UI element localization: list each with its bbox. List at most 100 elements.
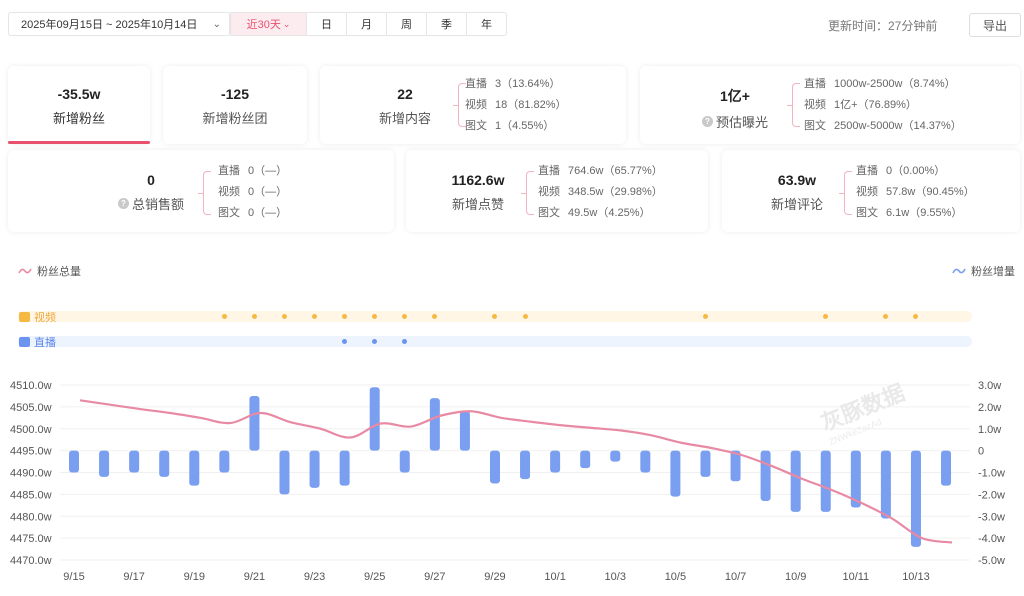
card-value: 1162.6w bbox=[451, 172, 505, 188]
x-tick-label: 9/27 bbox=[424, 571, 445, 583]
breakdown-key: 直播 bbox=[856, 165, 878, 177]
bar-fans-increment bbox=[610, 450, 621, 462]
y-left-tick-label: 4480.0w bbox=[10, 511, 52, 523]
bar-fans-increment bbox=[640, 450, 651, 473]
card-new-fan-group[interactable]: -125 新增粉丝团 bbox=[163, 66, 307, 144]
period-30-days[interactable]: 近30天 ⌄ bbox=[230, 13, 306, 35]
bar-fans-increment bbox=[520, 450, 531, 480]
bar-fans-increment bbox=[850, 450, 861, 508]
legend-fans-total[interactable]: 粉丝总量 bbox=[18, 263, 81, 279]
period-week[interactable]: 周 bbox=[386, 13, 426, 35]
video-dot[interactable] bbox=[522, 314, 528, 319]
breakdown-value: 1亿+（76.89%） bbox=[834, 99, 917, 111]
video-timeline-label: 视频 bbox=[19, 309, 56, 325]
card-estimated-exposure[interactable]: 1亿+ ? 预估曝光 直播 1000w-2500w（8.74%） 视频 1亿+（76.… bbox=[640, 66, 1020, 144]
bar-fans-increment bbox=[489, 450, 500, 484]
video-dot[interactable] bbox=[372, 314, 378, 319]
bar-fans-increment bbox=[69, 450, 79, 473]
x-tick-label: 10/7 bbox=[725, 571, 746, 583]
live-dot[interactable] bbox=[372, 339, 378, 344]
live-dot[interactable] bbox=[402, 339, 408, 344]
x-tick-label: 10/9 bbox=[785, 571, 806, 583]
breakdown-value: 1000w-2500w（8.74%） bbox=[834, 78, 956, 90]
export-button[interactable]: 导出 bbox=[969, 13, 1021, 37]
card-new-comments[interactable]: 63.9w 新增评论 直播 0（0.00%） 视频 57.8w（90.45%） 图文… bbox=[722, 150, 1020, 232]
video-dot[interactable] bbox=[883, 314, 889, 319]
bar-fans-increment bbox=[910, 450, 921, 547]
wave-line-icon bbox=[18, 268, 32, 274]
breakdown-value: 0（0.00%） bbox=[886, 165, 946, 177]
y-right-tick-label: -2.0w bbox=[978, 489, 1005, 501]
video-dot[interactable] bbox=[823, 314, 829, 319]
card-new-likes[interactable]: 1162.6w 新增点赞 直播 764.6w（65.77%） 视频 348.5w（2… bbox=[406, 150, 708, 232]
breakdown-brace bbox=[839, 171, 852, 215]
card-new-content[interactable]: 22 新增内容 直播 3（13.64%） 视频 18（81.82%） 图文 1（4.5… bbox=[320, 66, 626, 144]
bar-fans-increment bbox=[159, 450, 170, 477]
card-value: 1亿+ bbox=[720, 88, 750, 104]
period-day[interactable]: 日 bbox=[306, 13, 346, 35]
breakdown-value: 0（—） bbox=[248, 165, 288, 177]
card-new-fans[interactable]: -35.5w 新增粉丝 bbox=[8, 66, 150, 144]
breakdown-key: 直播 bbox=[804, 78, 826, 90]
question-icon[interactable]: ? bbox=[701, 116, 713, 127]
video-dot[interactable] bbox=[221, 314, 227, 319]
x-tick-label: 10/5 bbox=[665, 571, 686, 583]
video-dot[interactable] bbox=[402, 314, 408, 319]
x-tick-label: 9/25 bbox=[364, 571, 385, 583]
legend-label: 粉丝总量 bbox=[37, 266, 81, 278]
bar-fans-increment bbox=[730, 450, 741, 482]
video-dot[interactable] bbox=[913, 314, 919, 319]
card-value: -125 bbox=[220, 86, 250, 102]
y-left-tick-label: 4470.0w bbox=[10, 555, 52, 567]
video-dot[interactable] bbox=[251, 314, 257, 319]
bar-fans-increment bbox=[249, 395, 260, 451]
bar-fans-increment bbox=[279, 450, 290, 495]
y-left-tick-label: 4500.0w bbox=[10, 424, 52, 436]
y-right-tick-label: 0 bbox=[978, 446, 984, 458]
watermark: 灰豚数据 ZNWkeZazAd bbox=[815, 375, 912, 447]
bar-fans-increment bbox=[369, 387, 380, 451]
card-label: 新增内容 bbox=[378, 111, 431, 126]
video-dot[interactable] bbox=[281, 314, 287, 319]
card-total-sales[interactable]: 0 ? 总销售额 直播 0（—） 视频 0（—） 图文 0（—） bbox=[8, 150, 394, 232]
y-right-tick-label: -5.0w bbox=[978, 555, 1005, 567]
video-dot[interactable] bbox=[432, 314, 438, 319]
bar-fans-increment bbox=[700, 450, 711, 477]
bar-fans-increment bbox=[880, 450, 891, 519]
x-tick-label: 10/11 bbox=[842, 571, 869, 583]
video-dot[interactable] bbox=[312, 314, 318, 319]
date-range-picker[interactable]: 2025年09月15日 ~ 2025年10月14日 ⌄ bbox=[8, 12, 230, 36]
breakdown-list: 直播 764.6w（65.77%） 视频 348.5w（29.98%） 图文 49.5… bbox=[538, 161, 663, 224]
period-month[interactable]: 月 bbox=[346, 13, 386, 35]
bar-fans-increment bbox=[99, 450, 110, 477]
card-label-text: 预估曝光 bbox=[715, 115, 768, 130]
video-dot[interactable] bbox=[342, 314, 348, 319]
video-dot[interactable] bbox=[492, 314, 498, 319]
bar-fans-increment bbox=[429, 398, 440, 451]
card-label: ? 总销售额 bbox=[106, 194, 196, 213]
x-tick-label: 10/13 bbox=[902, 571, 930, 583]
bar-fans-increment bbox=[760, 450, 771, 501]
x-tick-label: 9/29 bbox=[484, 571, 505, 583]
breakdown-brace bbox=[453, 83, 466, 127]
y-left-tick-label: 4485.0w bbox=[10, 489, 52, 501]
breakdown-value: 57.8w（90.45%） bbox=[886, 186, 975, 198]
live-icon bbox=[19, 337, 30, 347]
wave-line-icon bbox=[952, 268, 966, 274]
legend-fans-increment[interactable]: 粉丝增量 bbox=[952, 263, 1015, 279]
breakdown-key: 直播 bbox=[218, 165, 240, 177]
breakdown-key: 视频 bbox=[804, 99, 826, 111]
live-dot[interactable] bbox=[342, 339, 348, 344]
breakdown-brace bbox=[787, 83, 800, 127]
y-left-tick-label: 4495.0w bbox=[10, 446, 52, 458]
card-label: 新增粉丝团 bbox=[202, 111, 268, 126]
y-right-tick-label: -3.0w bbox=[978, 511, 1005, 523]
period-quarter[interactable]: 季 bbox=[426, 13, 466, 35]
video-dot[interactable] bbox=[702, 314, 708, 319]
card-value: 22 bbox=[397, 86, 413, 102]
question-icon[interactable]: ? bbox=[117, 198, 129, 209]
card-label: 新增粉丝 bbox=[52, 111, 105, 126]
breakdown-value: 3（13.64%） bbox=[495, 78, 561, 90]
period-year[interactable]: 年 bbox=[466, 13, 506, 35]
bar-fans-increment bbox=[309, 450, 320, 488]
